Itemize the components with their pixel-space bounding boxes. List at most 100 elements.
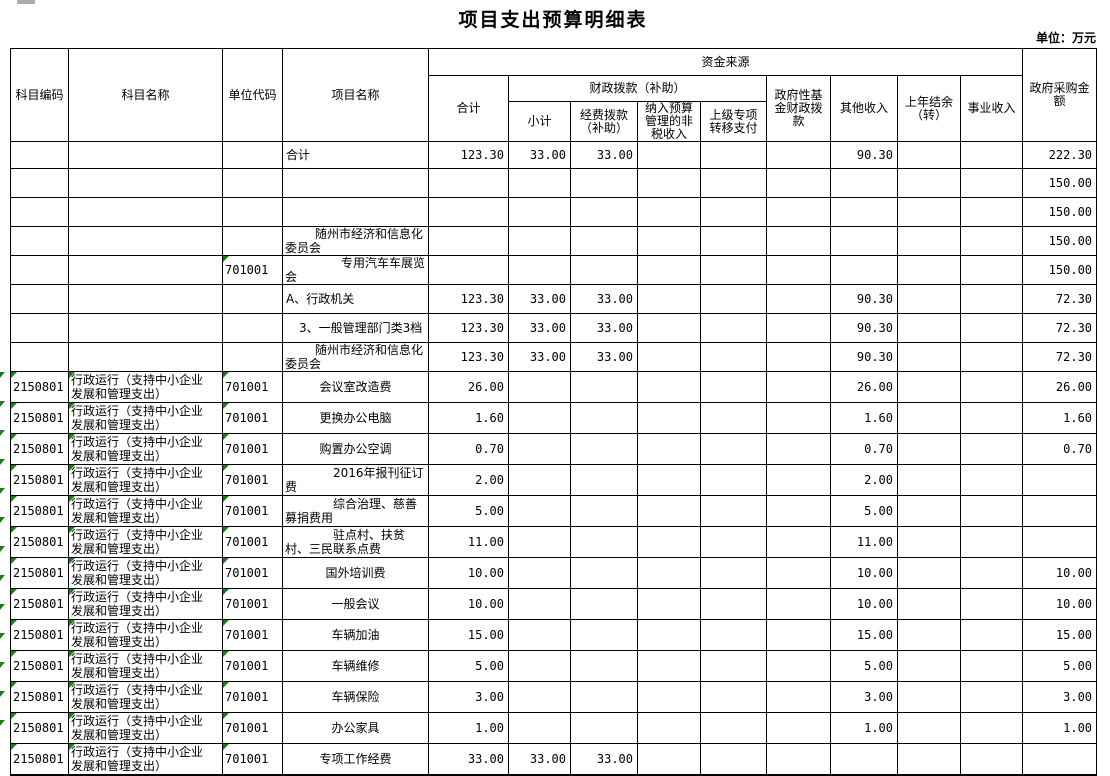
cell-other-income[interactable]: 1.60 xyxy=(830,402,898,434)
column-group-fiscal-appropriation[interactable]: 财政拨款（补助） xyxy=(508,75,767,102)
cell-total[interactable]: 10.00 xyxy=(428,557,509,589)
cell-business-income[interactable] xyxy=(959,141,1024,169)
cell-govfund[interactable] xyxy=(766,712,831,744)
column-header-total[interactable]: 合计 xyxy=(428,75,509,142)
cell-project-name[interactable]: 专用汽车车展览会 xyxy=(282,255,429,285)
cell-total[interactable]: 5.00 xyxy=(428,650,509,682)
cell-appropriation[interactable] xyxy=(570,650,638,682)
cell-total[interactable] xyxy=(428,168,509,198)
cell-unit-code[interactable] xyxy=(222,141,283,169)
cell-business-income[interactable] xyxy=(959,342,1024,372)
column-header-business-income[interactable]: 事业收入 xyxy=(959,75,1024,142)
cell-carryover[interactable] xyxy=(897,464,961,496)
cell-appropriation[interactable] xyxy=(570,495,638,527)
cell-total[interactable] xyxy=(428,255,509,285)
cell-other-income[interactable]: 90.30 xyxy=(830,141,898,169)
cell-govfund[interactable] xyxy=(766,495,831,527)
cell-total[interactable]: 2.00 xyxy=(428,464,509,496)
cell-total[interactable]: 0.70 xyxy=(428,433,509,465)
cell-project-name[interactable]: 国外培训费 xyxy=(282,557,429,589)
cell-carryover[interactable] xyxy=(897,712,961,744)
cell-unit-code-with-error-triangle-icon[interactable]: 701001 xyxy=(222,557,283,589)
cell-transfer-payment[interactable] xyxy=(700,433,767,465)
cell-project-name[interactable]: 合计 xyxy=(282,141,429,169)
cell-appropriation[interactable] xyxy=(570,371,638,403)
column-header-transfer-payment[interactable]: 上级专项转移支付 xyxy=(700,101,767,142)
cell-subject-name-with-error-triangle-icon[interactable]: 行政运行（支持中小企业发展和管理支出） xyxy=(68,743,223,776)
cell-carryover[interactable] xyxy=(897,557,961,589)
cell-subtotal[interactable] xyxy=(508,588,571,620)
cell-subject-code-with-error-triangle-icon[interactable]: 2150801 xyxy=(10,526,69,558)
cell-subject-code-with-error-triangle-icon[interactable]: 2150801 xyxy=(10,712,69,744)
cell-nontax-income[interactable] xyxy=(637,141,701,169)
cell-unit-code-with-error-triangle-icon[interactable]: 701001 xyxy=(222,743,283,776)
cell-subject-name-with-error-triangle-icon[interactable]: 行政运行（支持中小企业发展和管理支出） xyxy=(68,619,223,651)
cell-project-name[interactable]: 一般会议 xyxy=(282,588,429,620)
cell-subtotal[interactable] xyxy=(508,526,571,558)
cell-project-name[interactable] xyxy=(282,197,429,227)
column-header-project-name[interactable]: 项目名称 xyxy=(282,48,429,142)
cell-nontax-income[interactable] xyxy=(637,619,701,651)
cell-other-income[interactable]: 5.00 xyxy=(830,495,898,527)
cell-appropriation[interactable]: 33.00 xyxy=(570,284,638,314)
cell-nontax-income[interactable] xyxy=(637,226,701,256)
cell-business-income[interactable] xyxy=(959,712,1024,744)
cell-nontax-income[interactable] xyxy=(637,743,701,776)
cell-other-income[interactable]: 90.30 xyxy=(830,284,898,314)
cell-carryover[interactable] xyxy=(897,681,961,713)
cell-nontax-income[interactable] xyxy=(637,402,701,434)
cell-subject-name-with-error-triangle-icon[interactable]: 行政运行（支持中小企业发展和管理支出） xyxy=(68,650,223,682)
cell-transfer-payment[interactable] xyxy=(700,255,767,285)
cell-subject-code-with-error-triangle-icon[interactable]: 2150801 xyxy=(10,557,69,589)
cell-procurement[interactable]: 150.00 xyxy=(1022,168,1098,198)
cell-carryover[interactable] xyxy=(897,650,961,682)
cell-nontax-income[interactable] xyxy=(637,526,701,558)
cell-total[interactable]: 3.00 xyxy=(428,681,509,713)
cell-business-income[interactable] xyxy=(959,284,1024,314)
cell-subtotal[interactable] xyxy=(508,433,571,465)
cell-nontax-income[interactable] xyxy=(637,464,701,496)
cell-business-income[interactable] xyxy=(959,464,1024,496)
cell-unit-code-with-error-triangle-icon[interactable]: 701001 xyxy=(222,650,283,682)
cell-appropriation[interactable] xyxy=(570,255,638,285)
cell-other-income[interactable]: 5.00 xyxy=(830,650,898,682)
cell-other-income[interactable]: 90.30 xyxy=(830,342,898,372)
cell-other-income[interactable] xyxy=(830,743,898,776)
cell-subject-code[interactable] xyxy=(10,255,69,285)
cell-procurement[interactable]: 0.70 xyxy=(1022,433,1098,465)
cell-nontax-income[interactable] xyxy=(637,342,701,372)
cell-project-name[interactable]: A、行政机关 xyxy=(282,284,429,314)
cell-transfer-payment[interactable] xyxy=(700,557,767,589)
cell-subtotal[interactable] xyxy=(508,650,571,682)
cell-other-income[interactable] xyxy=(830,255,898,285)
cell-subtotal[interactable] xyxy=(508,557,571,589)
cell-subject-code[interactable] xyxy=(10,313,69,343)
cell-appropriation[interactable] xyxy=(570,712,638,744)
column-header-subject-name[interactable]: 科目名称 xyxy=(68,48,223,142)
cell-unit-code[interactable] xyxy=(222,168,283,198)
cell-procurement[interactable]: 222.30 xyxy=(1022,141,1098,169)
cell-govfund[interactable] xyxy=(766,588,831,620)
cell-nontax-income[interactable] xyxy=(637,255,701,285)
cell-project-name[interactable]: 2016年报刊征订费 xyxy=(282,464,429,496)
cell-appropriation[interactable]: 33.00 xyxy=(570,141,638,169)
cell-other-income[interactable]: 2.00 xyxy=(830,464,898,496)
cell-nontax-income[interactable] xyxy=(637,712,701,744)
cell-unit-code-with-error-triangle-icon[interactable]: 701001 xyxy=(222,255,283,285)
cell-transfer-payment[interactable] xyxy=(700,168,767,198)
cell-subtotal[interactable] xyxy=(508,495,571,527)
cell-subtotal[interactable] xyxy=(508,712,571,744)
cell-project-name[interactable]: 车辆维修 xyxy=(282,650,429,682)
cell-project-name[interactable]: 车辆保险 xyxy=(282,681,429,713)
cell-govfund[interactable] xyxy=(766,168,831,198)
cell-nontax-income[interactable] xyxy=(637,197,701,227)
cell-subject-name[interactable] xyxy=(68,255,223,285)
cell-carryover[interactable] xyxy=(897,619,961,651)
cell-govfund[interactable] xyxy=(766,141,831,169)
cell-subject-name[interactable] xyxy=(68,313,223,343)
cell-procurement[interactable]: 72.30 xyxy=(1022,284,1098,314)
cell-procurement[interactable]: 72.30 xyxy=(1022,342,1098,372)
cell-business-income[interactable] xyxy=(959,313,1024,343)
cell-nontax-income[interactable] xyxy=(637,168,701,198)
cell-govfund[interactable] xyxy=(766,557,831,589)
